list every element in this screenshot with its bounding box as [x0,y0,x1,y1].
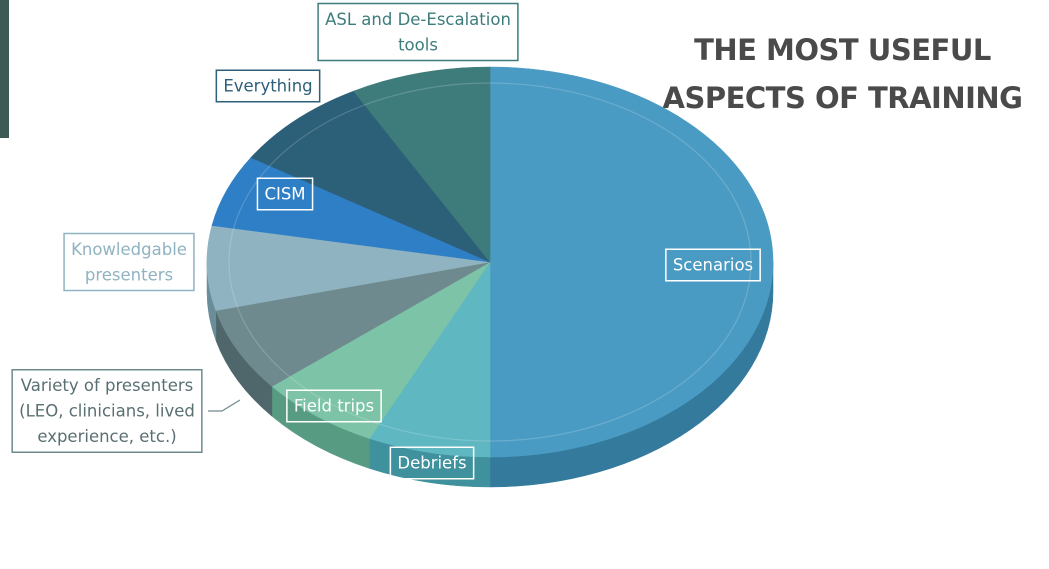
data-label-text: tools [398,35,438,54]
chart-title-line-1: THE MOST USEFUL [694,33,991,67]
data-label-variety-of-presenters-leo-clinicians-lived-experience-etc: Variety of presenters (LEO, clinicians, l… [11,369,203,453]
data-label-scenarios: Scenarios [665,248,761,282]
leader-line-variety [208,399,241,412]
data-label-debriefs: Debriefs [389,446,475,480]
data-label-text: ASL and De-Escalation [325,10,511,29]
slide-edge-bar [0,0,9,138]
data-label-box [665,248,761,282]
pie-slice-scenarios [489,66,774,458]
data-label-text: Scenarios [673,256,753,275]
data-label-text: Everything [223,77,312,96]
data-label-text: Field trips [294,397,374,416]
data-label-box [286,389,382,423]
data-label-box [389,446,475,480]
pie-bevel-ring [228,82,752,442]
data-label-text: CISM [264,185,305,204]
chart-title-line-2: ASPECTS OF TRAINING [662,81,1023,115]
pie-slices [206,66,774,458]
pie-slice-field-trips [271,261,491,439]
data-label-box [63,232,195,292]
data-label-text: Debriefs [397,454,466,473]
data-label-text: presenters [85,265,173,284]
pie-side-walls [206,261,774,488]
data-label-text: Variety of presenters [21,376,194,395]
data-label-text: Knowledgable [71,240,187,259]
data-label-box [11,369,203,453]
pie-slice-asl-and-de-escalation-tools [353,66,491,263]
data-label-field-trips: Field trips [286,389,382,423]
pie-slice-variety-of-presenters-leo-clinicians-lived-experience-etc [215,261,491,387]
pie-slice-everything [250,90,491,263]
data-label-box [215,69,321,103]
data-label-cism: CISM [256,177,314,211]
data-label-knowledgable-presenters: Knowledgable presenters [63,232,195,292]
pie-slice-knowledgable-presenters [206,225,491,311]
data-label-text: experience, etc.) [37,427,176,446]
data-label-text: (LEO, clinicians, lived [19,402,195,421]
pie-slice-debriefs [369,261,491,458]
data-label-box [256,177,314,211]
pie-labels: Scenarios Debriefs Field trips Variety of p… [11,2,761,480]
data-label-everything: Everything [215,69,321,103]
data-label-box [317,2,519,62]
chart-title: THE MOST USEFUL ASPECTS OF TRAINING [640,26,1045,122]
data-label-asl-and-de-escalation-tools: ASL and De-Escalation tools [317,2,519,62]
